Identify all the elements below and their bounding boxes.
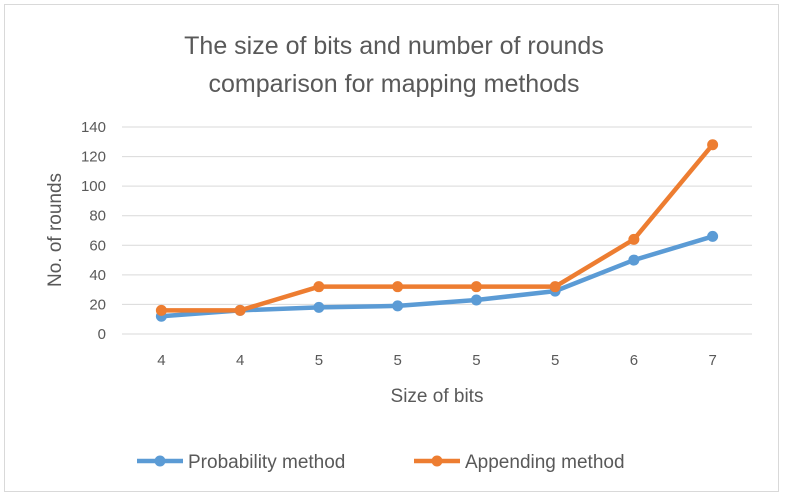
y-tick-label: 120 [81,149,106,166]
y-tick-label: 60 [89,237,106,254]
y-tick-label: 100 [81,178,106,195]
data-point [470,294,482,306]
x-tick-labels: 4 4 5 5 5 5 6 7 [157,352,717,369]
chart-frame [4,4,779,492]
legend-swatch-marker [154,455,166,467]
data-point [549,281,561,293]
x-axis-title: Size of bits [391,386,484,407]
chart-title-line-1: The size of bits and number of rounds [184,32,604,60]
data-point [707,230,719,242]
legend-label: Probability method [188,452,345,473]
legend-swatch-marker [431,455,443,467]
data-point [155,304,167,316]
x-tick-label: 5 [393,352,401,369]
data-point [392,281,404,293]
x-tick-label: 6 [630,352,638,369]
x-tick-label: 7 [708,352,716,369]
data-point [313,281,325,293]
x-tick-label: 4 [157,352,165,369]
data-point [392,300,404,312]
y-tick-label: 80 [89,208,106,225]
y-tick-label: 140 [81,119,106,136]
legend: Probability method Appending method [137,452,625,473]
legend-label: Appending method [465,452,625,473]
x-tick-label: 5 [472,352,480,369]
series-line-probability [159,234,715,319]
data-point [628,233,640,245]
y-tick-label: 0 [98,326,106,343]
data-point [313,301,325,313]
chart-title-line-2: comparison for mapping methods [208,70,579,98]
data-point [707,139,719,151]
data-point [234,304,246,316]
data-point [470,281,482,293]
x-tick-label: 4 [236,352,244,369]
data-point [628,254,640,266]
x-tick-label: 5 [315,352,323,369]
y-tick-label: 40 [89,267,106,284]
series-lines [155,139,719,322]
series-line-appending [159,142,715,313]
gridlines [122,126,752,335]
y-axis-title: No. of rounds [45,173,66,287]
y-tick-labels: 0 20 40 60 80 100 120 140 [81,119,106,343]
y-tick-label: 20 [89,296,106,313]
x-tick-label: 5 [551,352,559,369]
